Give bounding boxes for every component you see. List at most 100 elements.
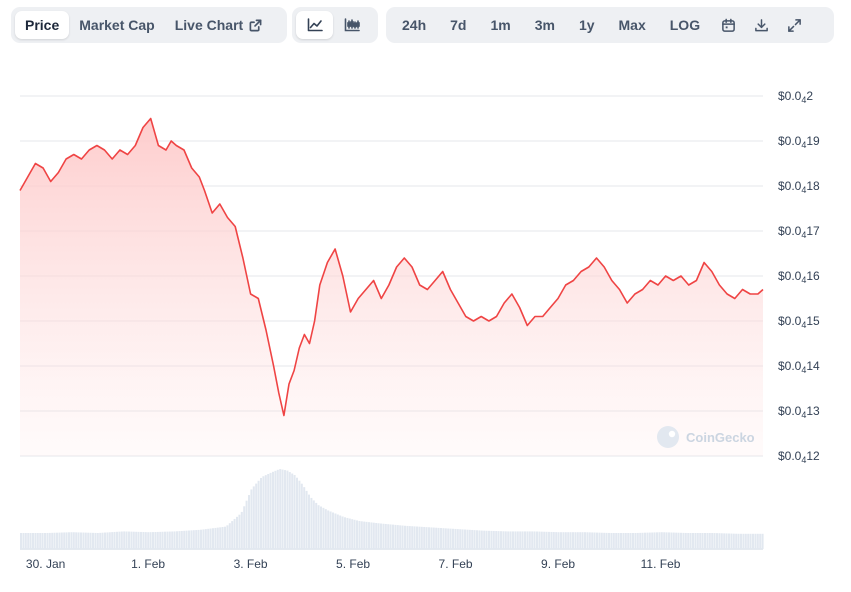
volume-bar: [99, 532, 102, 549]
coingecko-logo-icon: [657, 426, 679, 448]
volume-bar: [226, 525, 229, 549]
volume-bar: [264, 475, 267, 549]
volume-bar: [312, 500, 315, 549]
volume-bar: [68, 532, 70, 549]
volume-bar: [596, 532, 598, 549]
candlestick-chart-icon: [344, 18, 360, 32]
volume-bar: [176, 531, 178, 549]
volume-bar: [257, 480, 260, 549]
volume-bar: [339, 515, 342, 549]
y-tick-subscript: 4: [801, 95, 806, 105]
volume-bar: [670, 532, 673, 549]
range-7d-button[interactable]: 7d: [450, 17, 467, 33]
tab-price[interactable]: Price: [15, 11, 70, 39]
y-tick-label: $0.0419: [778, 134, 820, 150]
download-button[interactable]: [745, 11, 778, 39]
volume-bar: [84, 532, 87, 549]
volume-bar: [425, 527, 428, 549]
volume-bar: [562, 532, 565, 549]
volume-bar: [332, 512, 334, 549]
calendar-button[interactable]: [712, 11, 745, 39]
volume-bar: [557, 532, 560, 549]
volume-bar: [500, 531, 502, 549]
y-tick-digits: 16: [806, 269, 820, 283]
volume-bar: [756, 533, 759, 549]
volume-bar: [238, 514, 241, 549]
volume-bar: [600, 532, 603, 549]
volume-bar: [754, 533, 757, 549]
tab-live-chart-label: Live Chart: [174, 17, 244, 33]
volume-bar: [92, 532, 94, 549]
volume-bar: [94, 532, 97, 549]
volume-bar: [432, 527, 435, 549]
volume-bar: [274, 470, 277, 549]
volume-bar: [692, 533, 694, 549]
calendar-icon: [722, 18, 735, 32]
volume-bar: [140, 531, 142, 549]
volume-bar: [555, 532, 558, 549]
fullscreen-button[interactable]: [778, 11, 811, 39]
volume-bar: [656, 532, 658, 549]
range-24h-button[interactable]: 24h: [402, 17, 427, 33]
volume-bar: [627, 533, 630, 549]
volume-bar: [593, 532, 596, 549]
volume-bar: [646, 532, 649, 549]
volume-bar: [524, 531, 526, 549]
y-axis-labels: $0.042$0.0419$0.0418$0.0417$0.0416$0.041…: [778, 89, 820, 465]
volume-bar: [699, 533, 702, 549]
volume-bar: [212, 528, 214, 549]
download-icon: [755, 18, 768, 31]
volume-bar: [476, 530, 478, 549]
range-1m-button[interactable]: 1m: [490, 17, 511, 33]
volume-bar: [236, 516, 238, 549]
volume-bar: [20, 533, 22, 549]
line-chart-button[interactable]: [296, 11, 333, 39]
volume-bar: [147, 532, 150, 549]
volume-bar: [80, 532, 82, 549]
volume-bar: [701, 533, 704, 549]
volume-bar: [351, 519, 354, 549]
tab-live-chart[interactable]: Live Chart: [165, 11, 272, 39]
coingecko-logo-eye: [668, 430, 676, 438]
volume-bar: [207, 528, 210, 549]
volume-bar: [255, 483, 258, 549]
volume-bar: [461, 529, 464, 549]
volume-bar: [116, 531, 118, 549]
volume-bar: [96, 532, 99, 549]
volume-bar: [149, 532, 152, 549]
y-tick-prefix: $0.0: [778, 89, 802, 103]
range-max-button[interactable]: Max: [618, 17, 646, 33]
y-tick-label: $0.0415: [778, 314, 820, 330]
volume-bar: [137, 531, 140, 549]
volume-bar: [572, 532, 574, 549]
volume-bar: [233, 518, 236, 549]
candlestick-chart-button[interactable]: [333, 11, 370, 39]
range-3m-button[interactable]: 3m: [534, 17, 555, 33]
volume-bar: [161, 531, 164, 549]
y-tick-subscript: 4: [801, 365, 806, 375]
volume-bar: [624, 533, 627, 549]
volume-bar: [63, 532, 66, 549]
volume-bar: [658, 532, 661, 549]
log-scale-button[interactable]: LOG: [669, 17, 701, 33]
volume-bar: [327, 510, 330, 549]
volume-bar: [456, 529, 459, 549]
volume-bar: [392, 524, 394, 549]
volume-bar: [113, 531, 116, 549]
volume-bar: [740, 533, 742, 549]
volume-bar: [413, 526, 416, 549]
volume-bar: [728, 533, 730, 549]
volume-bar: [452, 528, 454, 549]
volume-bar: [248, 495, 250, 549]
volume-bar: [214, 527, 217, 549]
tab-market-cap[interactable]: Market Cap: [69, 11, 164, 39]
volume-bar: [682, 532, 685, 549]
range-1y-button[interactable]: 1y: [578, 17, 595, 33]
volume-bar: [164, 531, 166, 549]
volume-bar: [284, 470, 286, 549]
volume-bar: [368, 522, 370, 549]
volume-bar: [315, 502, 318, 549]
volume-bar: [336, 514, 339, 549]
volume-bar: [195, 530, 198, 549]
volume-bar: [684, 532, 687, 549]
